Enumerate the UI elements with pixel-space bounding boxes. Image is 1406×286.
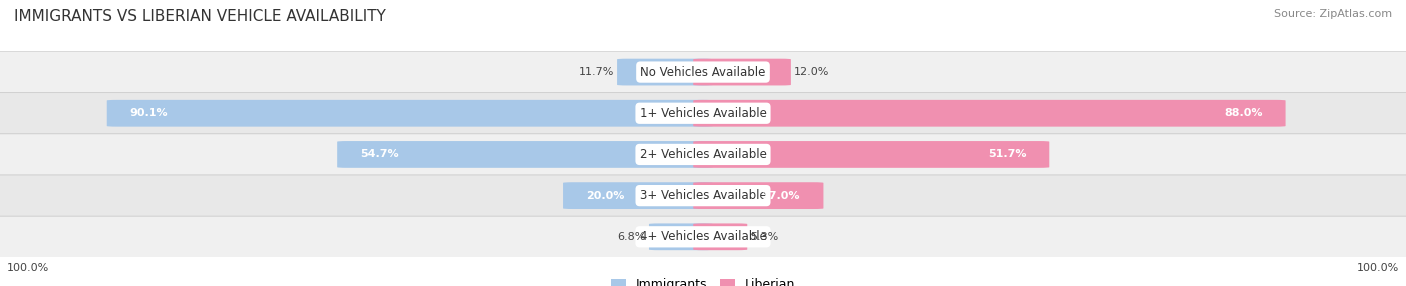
- FancyBboxPatch shape: [650, 223, 713, 250]
- FancyBboxPatch shape: [0, 216, 1406, 257]
- Text: 3+ Vehicles Available: 3+ Vehicles Available: [640, 189, 766, 202]
- Text: 20.0%: 20.0%: [586, 191, 624, 200]
- Text: 1+ Vehicles Available: 1+ Vehicles Available: [640, 107, 766, 120]
- Text: 88.0%: 88.0%: [1225, 108, 1263, 118]
- Text: 5.3%: 5.3%: [751, 232, 779, 242]
- Text: 2+ Vehicles Available: 2+ Vehicles Available: [640, 148, 766, 161]
- FancyBboxPatch shape: [0, 51, 1406, 93]
- Text: 90.1%: 90.1%: [129, 108, 169, 118]
- Text: No Vehicles Available: No Vehicles Available: [640, 65, 766, 79]
- Text: Source: ZipAtlas.com: Source: ZipAtlas.com: [1274, 9, 1392, 19]
- Text: 6.8%: 6.8%: [617, 232, 645, 242]
- FancyBboxPatch shape: [693, 182, 824, 209]
- Text: 17.0%: 17.0%: [762, 191, 800, 200]
- Text: IMMIGRANTS VS LIBERIAN VEHICLE AVAILABILITY: IMMIGRANTS VS LIBERIAN VEHICLE AVAILABIL…: [14, 9, 385, 23]
- FancyBboxPatch shape: [693, 223, 747, 250]
- FancyBboxPatch shape: [562, 182, 713, 209]
- FancyBboxPatch shape: [693, 141, 1049, 168]
- FancyBboxPatch shape: [617, 59, 713, 86]
- Text: 100.0%: 100.0%: [7, 263, 49, 273]
- Legend: Immigrants, Liberian: Immigrants, Liberian: [606, 273, 800, 286]
- Text: 12.0%: 12.0%: [794, 67, 830, 77]
- FancyBboxPatch shape: [693, 59, 790, 86]
- FancyBboxPatch shape: [337, 141, 713, 168]
- FancyBboxPatch shape: [107, 100, 713, 127]
- FancyBboxPatch shape: [693, 100, 1285, 127]
- Text: 100.0%: 100.0%: [1357, 263, 1399, 273]
- Text: 51.7%: 51.7%: [988, 150, 1026, 159]
- FancyBboxPatch shape: [0, 134, 1406, 175]
- FancyBboxPatch shape: [0, 93, 1406, 134]
- FancyBboxPatch shape: [0, 175, 1406, 216]
- Text: 11.7%: 11.7%: [578, 67, 614, 77]
- Text: 54.7%: 54.7%: [360, 150, 398, 159]
- Text: 4+ Vehicles Available: 4+ Vehicles Available: [640, 230, 766, 243]
